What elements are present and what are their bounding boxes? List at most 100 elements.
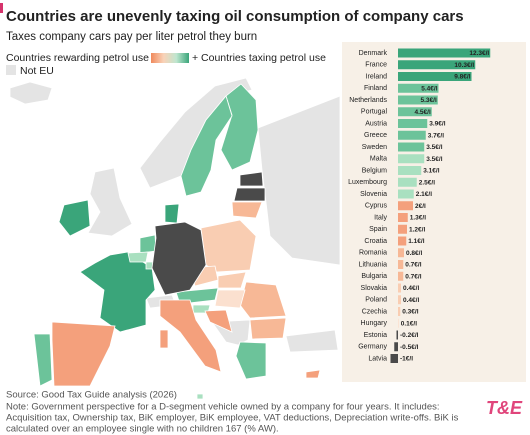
note-line: calculated over an employee single with … bbox=[6, 424, 279, 435]
value-label: 3.9€/l bbox=[429, 121, 445, 128]
bar bbox=[398, 295, 401, 305]
bar bbox=[398, 95, 438, 105]
value-label: 3.7€/l bbox=[428, 132, 444, 139]
bar bbox=[398, 307, 401, 316]
y-tick-label: France bbox=[365, 62, 387, 69]
y-tick-label: Czechia bbox=[362, 308, 387, 315]
map-country bbox=[214, 289, 246, 309]
bar bbox=[398, 177, 417, 187]
map-country bbox=[164, 203, 180, 224]
source: Source: Good Tax Guide analysis (2026) bbox=[6, 390, 177, 401]
value-label: 0.4€/l bbox=[403, 297, 419, 304]
y-tick-label: Hungary bbox=[361, 320, 388, 327]
y-tick-label: Malta bbox=[370, 156, 387, 163]
value-label: 9.8€/l bbox=[454, 74, 470, 81]
note-line: Note: Government perspective for a D-seg… bbox=[6, 402, 440, 413]
y-tick-label: Belgium bbox=[362, 167, 387, 174]
map-country bbox=[139, 234, 157, 254]
map-non-eu bbox=[87, 167, 133, 237]
y-tick-label: Slovenia bbox=[360, 191, 387, 198]
map-country bbox=[305, 369, 321, 379]
y-tick-label: Italy bbox=[374, 214, 387, 221]
bar bbox=[398, 236, 407, 246]
bar bbox=[398, 48, 491, 58]
value-label: 5.4€/l bbox=[421, 85, 437, 92]
value-label: 1.3€/l bbox=[410, 215, 426, 222]
map-non-eu bbox=[257, 95, 341, 266]
y-tick-label: Luxembourg bbox=[348, 179, 387, 186]
value-label: 1.1€/l bbox=[408, 238, 424, 245]
bar bbox=[398, 213, 408, 222]
map-country bbox=[196, 393, 204, 400]
bar bbox=[398, 260, 404, 269]
map-country bbox=[79, 251, 156, 333]
value-label: -0.5€/l bbox=[400, 344, 419, 351]
map-country bbox=[151, 221, 207, 296]
y-tick-label: Poland bbox=[365, 297, 387, 304]
map-country bbox=[249, 317, 287, 340]
y-tick-label: Slovakia bbox=[361, 285, 388, 292]
y-tick-label: Portugal bbox=[361, 109, 388, 116]
value-label: 0.7€/l bbox=[405, 262, 421, 269]
value-label: 4.5€/l bbox=[414, 109, 430, 116]
map-country bbox=[233, 187, 266, 202]
map-country bbox=[33, 333, 53, 387]
map-country bbox=[127, 251, 149, 263]
accent bbox=[0, 3, 3, 13]
bar bbox=[398, 248, 404, 258]
map-country bbox=[180, 95, 233, 197]
bar bbox=[390, 354, 398, 363]
value-label: 3.1€/l bbox=[423, 168, 439, 175]
bar bbox=[396, 330, 398, 340]
bar bbox=[398, 166, 422, 175]
y-tick-label: Croatia bbox=[364, 238, 387, 245]
y-tick-label: Cyprus bbox=[365, 203, 388, 210]
legend-positive: + Countries taxing petrol use bbox=[192, 52, 326, 64]
y-tick-label: Bulgaria bbox=[361, 273, 387, 280]
bar bbox=[398, 154, 425, 164]
value-label: 0.4€/l bbox=[403, 285, 419, 292]
bar bbox=[398, 72, 472, 81]
bar bbox=[394, 342, 398, 352]
bar bbox=[398, 283, 401, 293]
value-label: 2.5€/l bbox=[419, 179, 435, 186]
bar bbox=[398, 60, 476, 70]
bar bbox=[398, 107, 432, 117]
value-label: 0.8€/l bbox=[406, 250, 422, 257]
map-country bbox=[231, 201, 263, 219]
y-tick-label: Germany bbox=[358, 344, 387, 351]
map-country bbox=[200, 219, 257, 273]
y-tick-label: Sweden bbox=[362, 144, 387, 151]
bar bbox=[398, 271, 404, 281]
map-country bbox=[58, 199, 91, 237]
value-label: -0.2€/l bbox=[400, 332, 419, 339]
bar bbox=[398, 224, 407, 234]
map-country bbox=[220, 83, 259, 171]
logo: T&E bbox=[486, 398, 523, 418]
bar bbox=[398, 318, 399, 328]
value-label: 1.2€/l bbox=[409, 226, 425, 233]
map-country bbox=[204, 309, 233, 333]
y-tick-label: Ireland bbox=[366, 73, 388, 80]
map-non-eu bbox=[285, 329, 339, 353]
chart-title: Countries are unevenly taxing oil consum… bbox=[6, 8, 464, 25]
bar bbox=[398, 189, 414, 199]
subtitle: Taxes company cars pay per liter petrol … bbox=[6, 31, 257, 43]
value-label: 2€/l bbox=[415, 203, 426, 210]
bar bbox=[398, 130, 426, 140]
y-tick-label: Romania bbox=[359, 250, 387, 257]
y-tick-label: Austria bbox=[365, 120, 387, 127]
map-non-eu bbox=[9, 81, 53, 105]
map-country bbox=[239, 281, 287, 319]
value-label: 12.3€/l bbox=[469, 50, 489, 57]
value-label: 10.3€/l bbox=[454, 62, 474, 69]
y-tick-label: Netherlands bbox=[349, 97, 387, 104]
legend-negative: Countries rewarding petrol use - bbox=[6, 52, 156, 64]
legend-not-eu: Not EU bbox=[20, 65, 54, 77]
map-country bbox=[159, 299, 222, 373]
legend-not-eu-swatch bbox=[6, 65, 16, 75]
y-tick-label: Latvia bbox=[368, 355, 387, 362]
legend-gradient-bar bbox=[151, 53, 189, 63]
value-label: 5.3€/l bbox=[420, 97, 436, 104]
y-tick-label: Finland bbox=[364, 85, 387, 92]
